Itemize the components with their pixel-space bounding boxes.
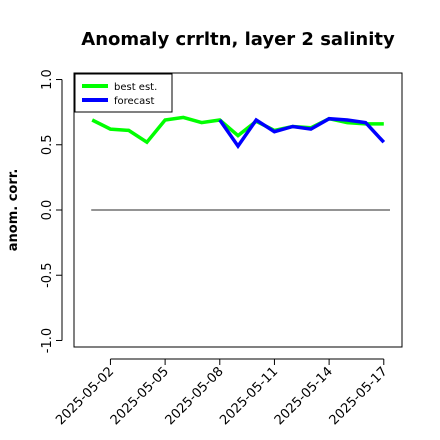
chart-title: Anomaly crrltn, layer 2 salinity (81, 29, 395, 50)
series-layer (91, 115, 386, 150)
y-tick-label: 0.0 (40, 200, 55, 221)
y-tick-label: 1.0 (40, 69, 55, 90)
y-axis-label: anom. corr. (6, 169, 21, 252)
legend-label-forecast: forecast (114, 96, 155, 107)
y-tick-label: -1.0 (40, 328, 55, 353)
series-line-forecast (218, 116, 386, 150)
y-tick-label: 0.5 (40, 134, 55, 155)
y-tick-label: -0.5 (40, 263, 55, 288)
legend: best est. forecast (74, 73, 173, 113)
x-tick-label: 2025-05-17 (327, 364, 391, 428)
legend-box (74, 73, 173, 113)
legend-label-best-est: best est. (114, 82, 157, 93)
